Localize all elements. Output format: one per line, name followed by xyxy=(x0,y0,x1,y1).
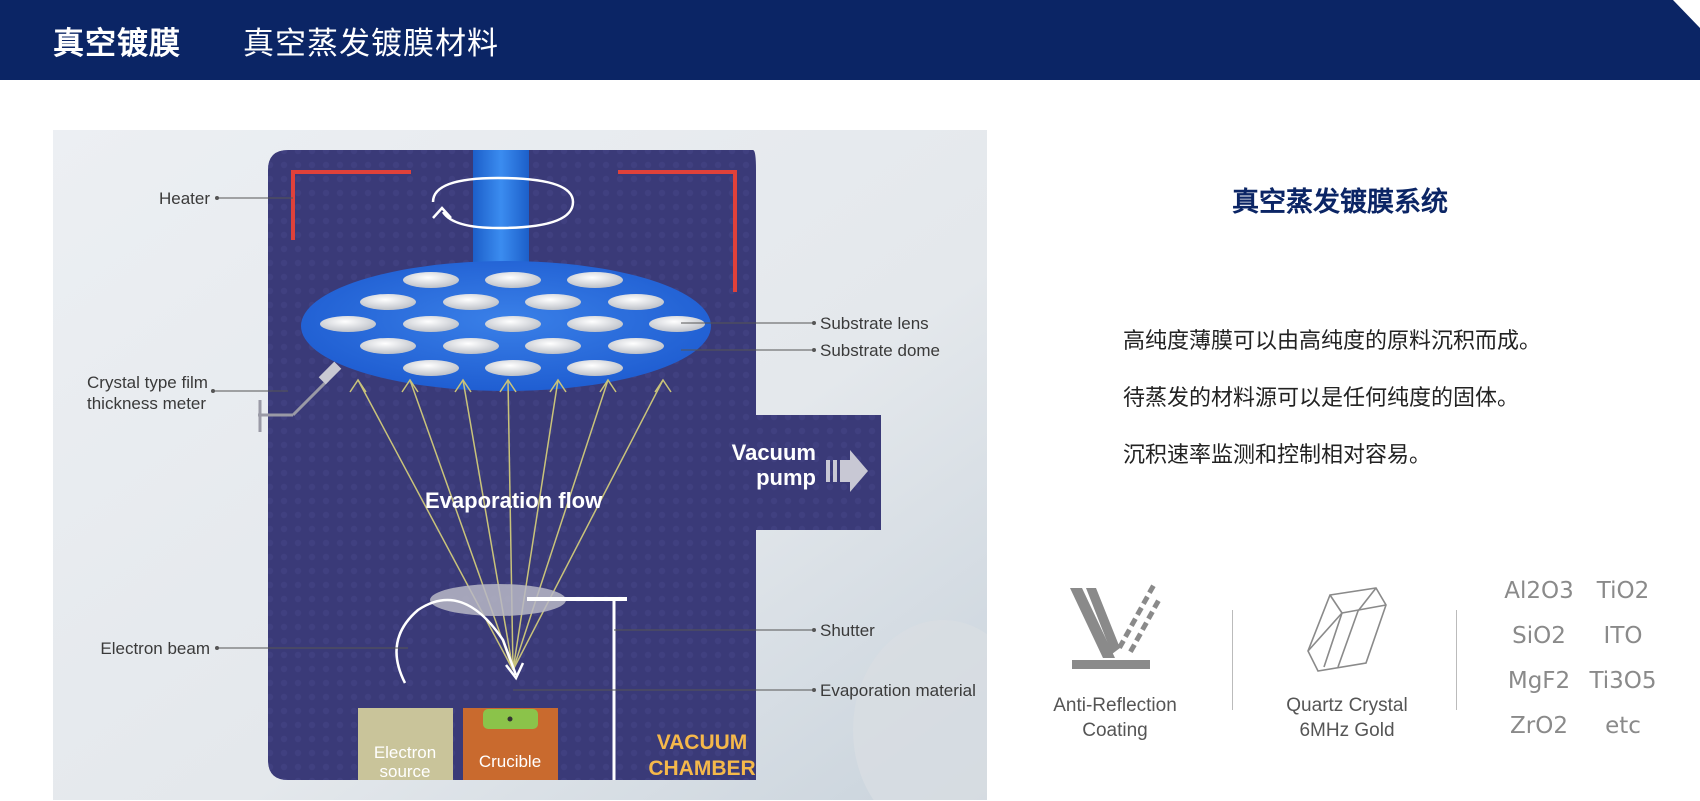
label-crystal-meter-line2: thickness meter xyxy=(87,394,206,413)
heater xyxy=(291,170,737,292)
description-line: 待蒸发的材料源可以是任何纯度的固体。 xyxy=(1123,386,1520,411)
electron-source xyxy=(358,708,453,780)
material-item: ITO xyxy=(1603,623,1643,649)
feature-label-line: Anti-Reflection xyxy=(1053,695,1177,716)
anti-reflection-icon xyxy=(1070,584,1161,669)
material-item: MgF2 xyxy=(1507,668,1571,694)
label-vacuum-pump-line1: Vacuum xyxy=(732,440,816,465)
feature-row: Anti-Reflection Coating Quartz Crystal 6… xyxy=(1030,575,1670,755)
feature-quartz-crystal-label: Quartz Crystal 6MHz Gold xyxy=(1262,693,1432,743)
material-item: etc xyxy=(1605,713,1641,739)
label-heater: Heater xyxy=(159,189,210,208)
substrate-lenses xyxy=(320,272,705,376)
vacuum-pump-arrow-icon xyxy=(826,450,868,492)
divider xyxy=(1456,610,1457,710)
feature-label-line: Coating xyxy=(1082,720,1148,741)
header-banner: 真空镀膜 真空蒸发镀膜材料 xyxy=(0,0,1700,80)
leader-lines xyxy=(213,197,814,691)
label-electron-beam: Electron beam xyxy=(100,639,210,658)
label-substrate-dome: Substrate dome xyxy=(820,341,940,360)
material-item: SiO2 xyxy=(1512,623,1566,649)
label-evaporation-flow: Evaporation flow xyxy=(425,488,603,513)
vacuum-evaporation-diagram: Heater Substrate lens Substrate dome Cry… xyxy=(53,130,987,800)
label-vacuum-chamber-line1: VACUUM xyxy=(657,731,748,754)
rotation-arrow-icon xyxy=(431,176,575,230)
label-crucible: Crucible xyxy=(479,752,541,771)
shutter xyxy=(430,584,627,780)
label-electron-source-line1: Electron xyxy=(374,743,436,762)
feature-label-line: Quartz Crystal xyxy=(1286,695,1408,716)
label-crystal-meter-line1: Crystal type film xyxy=(87,373,208,392)
header-subtitle: 真空蒸发镀膜材料 xyxy=(243,26,499,62)
electron-beam-arrow-icon xyxy=(395,598,518,684)
quartz-crystal-icon xyxy=(1307,587,1387,672)
description-line: 高纯度薄膜可以由高纯度的原料沉积而成。 xyxy=(1123,329,1542,354)
header-title: 真空镀膜 xyxy=(53,26,181,62)
description-line: 沉积速率监测和控制相对容易。 xyxy=(1123,443,1432,468)
label-electron-source-line2: source xyxy=(379,762,430,781)
material-item: TiO2 xyxy=(1596,578,1650,604)
material-item: ZrO2 xyxy=(1510,713,1568,739)
crystal-thickness-meter xyxy=(258,361,342,432)
label-evaporation-material: Evaporation material xyxy=(820,681,976,700)
feature-anti-reflection-label: Anti-Reflection Coating xyxy=(1030,693,1200,743)
divider xyxy=(1232,610,1233,710)
material-item: Al2O3 xyxy=(1504,578,1574,604)
system-title: 真空蒸发镀膜系统 xyxy=(1232,187,1448,218)
feature-label-line: 6MHz Gold xyxy=(1299,720,1395,741)
system-description: 高纯度薄膜可以由高纯度的原料沉积而成。 待蒸发的材料源可以是任何纯度的固体。 沉… xyxy=(1123,322,1643,493)
material-item: Ti3O5 xyxy=(1589,668,1657,694)
label-substrate-lens: Substrate lens xyxy=(820,314,929,333)
label-shutter: Shutter xyxy=(820,621,875,640)
label-vacuum-chamber-line2: CHAMBER xyxy=(648,757,755,780)
label-vacuum-pump-line2: pump xyxy=(756,465,816,490)
